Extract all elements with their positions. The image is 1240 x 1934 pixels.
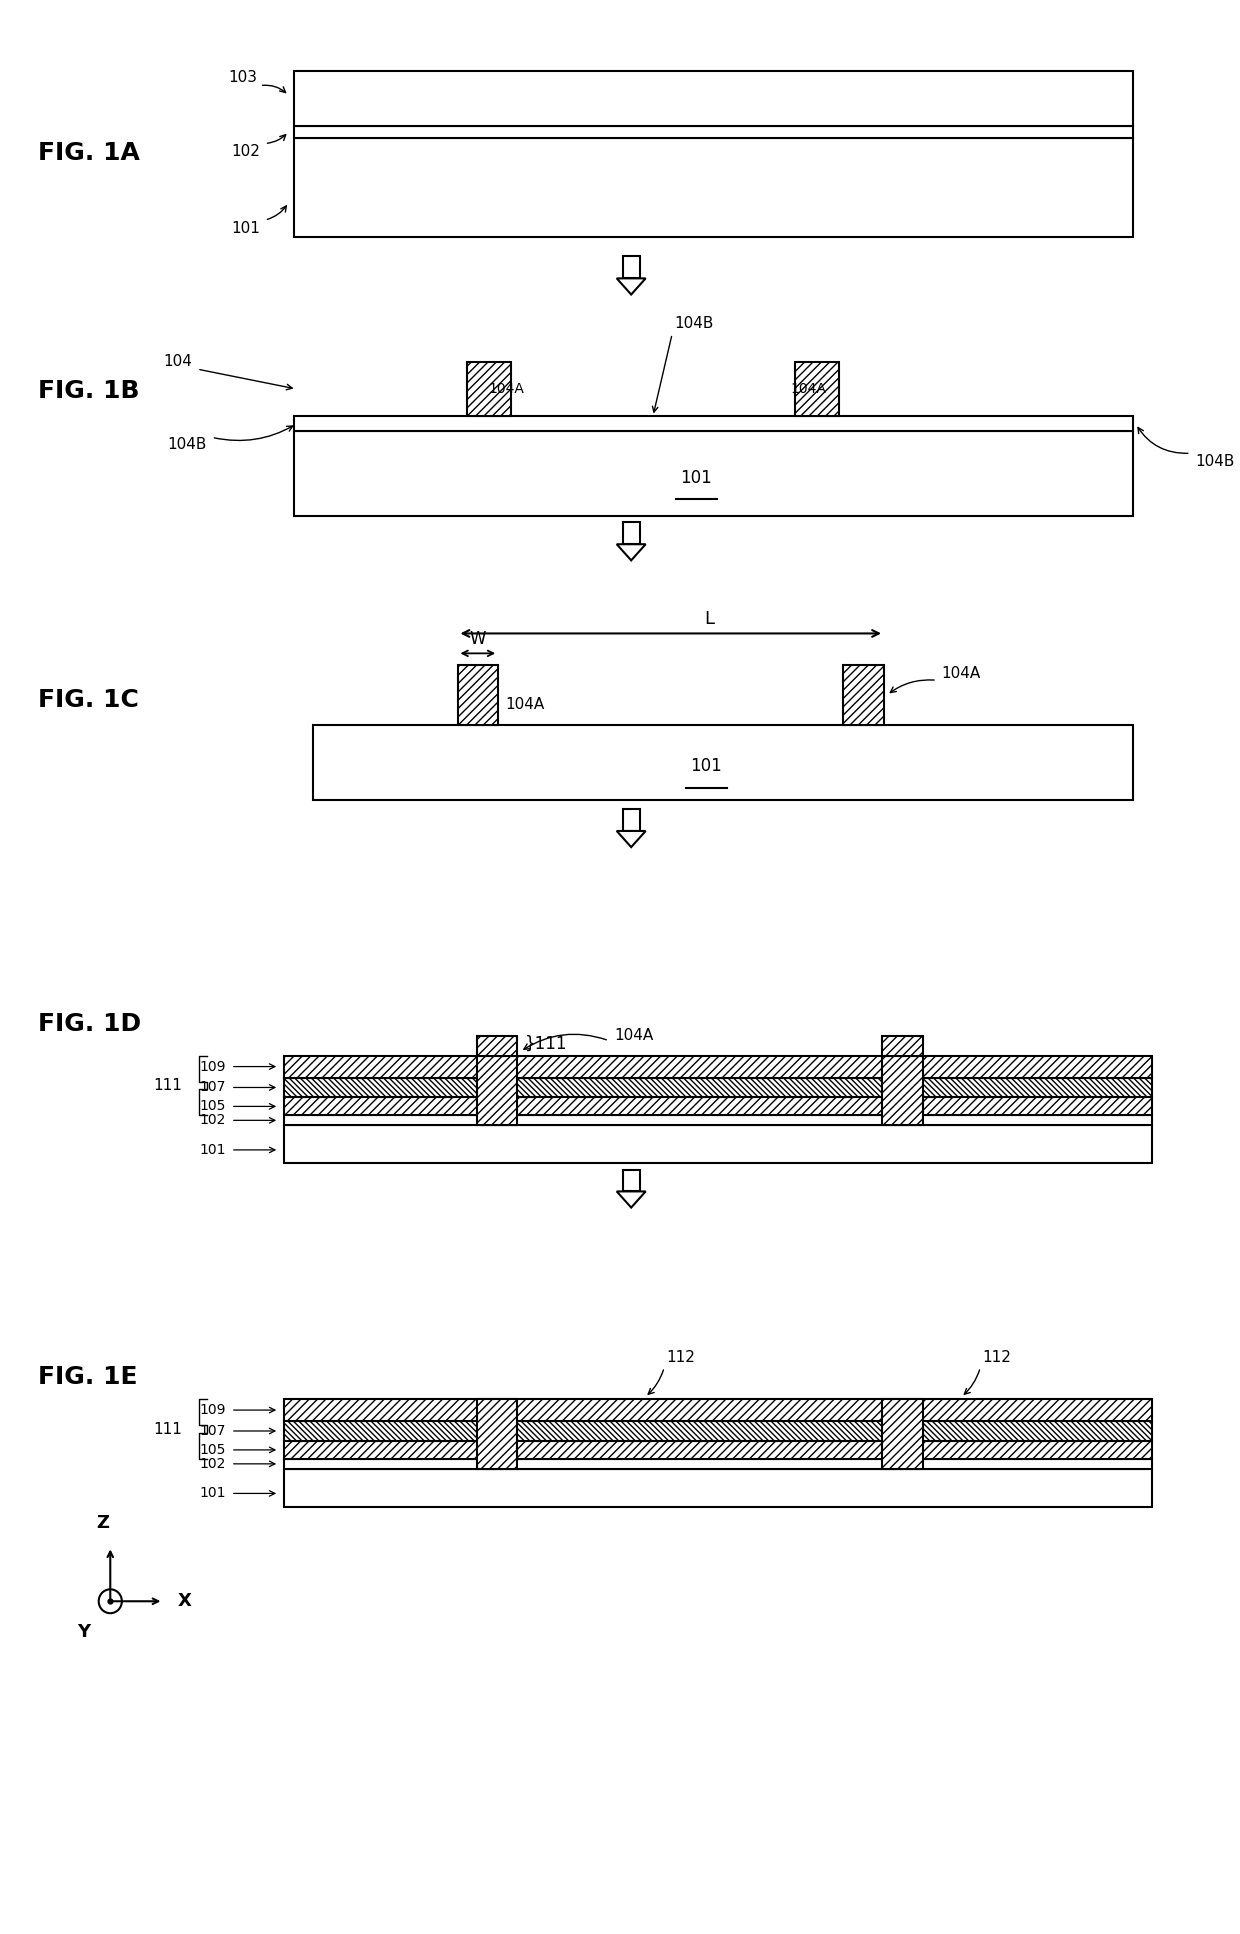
Text: 103: 103 — [228, 70, 257, 85]
Text: W: W — [470, 630, 486, 648]
Text: 102: 102 — [200, 1456, 226, 1472]
Polygon shape — [616, 278, 646, 294]
Text: L: L — [704, 611, 714, 629]
Text: 102: 102 — [231, 143, 260, 159]
Text: 107: 107 — [200, 1081, 226, 1095]
Bar — [622, 1170, 640, 1191]
Bar — [284, 1097, 1152, 1116]
Text: 111: 111 — [154, 1077, 182, 1093]
Polygon shape — [616, 1191, 646, 1207]
Text: 107: 107 — [200, 1423, 226, 1439]
Bar — [284, 1398, 1152, 1421]
Text: 104A: 104A — [489, 383, 525, 396]
Bar — [294, 126, 1133, 137]
Polygon shape — [616, 543, 646, 561]
Bar — [294, 431, 1133, 516]
Bar — [467, 362, 511, 416]
Bar — [622, 257, 640, 278]
Bar — [458, 665, 498, 725]
Bar — [284, 1077, 1152, 1097]
Text: 112: 112 — [666, 1350, 696, 1365]
Bar — [477, 1056, 517, 1126]
Text: Y: Y — [77, 1623, 89, 1642]
Text: 104B: 104B — [675, 317, 713, 331]
Text: X: X — [177, 1592, 192, 1611]
Text: 102: 102 — [200, 1114, 226, 1128]
Bar — [882, 1056, 923, 1126]
Text: 111: 111 — [154, 1421, 182, 1437]
Text: 104A: 104A — [506, 696, 546, 712]
Bar — [284, 1116, 1152, 1126]
Text: FIG. 1E: FIG. 1E — [38, 1365, 138, 1389]
Bar — [477, 1037, 517, 1056]
Bar — [843, 665, 884, 725]
Text: 101: 101 — [200, 1487, 226, 1501]
Bar — [284, 1056, 1152, 1077]
Text: 104B: 104B — [1195, 454, 1235, 468]
Text: Z: Z — [97, 1514, 109, 1532]
Bar — [284, 1421, 1152, 1441]
Text: 112: 112 — [982, 1350, 1011, 1365]
Text: 104A: 104A — [942, 665, 981, 681]
Text: FIG. 1D: FIG. 1D — [38, 1011, 141, 1037]
Bar — [477, 1398, 517, 1468]
Text: 109: 109 — [200, 1402, 226, 1418]
Bar — [622, 522, 640, 543]
Text: 101: 101 — [681, 468, 712, 487]
Text: }111: }111 — [525, 1035, 568, 1052]
Text: 104A: 104A — [614, 1029, 653, 1042]
Text: 105: 105 — [200, 1443, 226, 1456]
Text: 104A: 104A — [791, 383, 827, 396]
Bar — [294, 72, 1133, 126]
Polygon shape — [616, 832, 646, 847]
Text: FIG. 1A: FIG. 1A — [38, 141, 140, 164]
Text: 109: 109 — [200, 1060, 226, 1073]
Text: FIG. 1C: FIG. 1C — [38, 689, 139, 712]
Bar — [312, 725, 1133, 801]
Bar — [882, 1398, 923, 1468]
Bar — [284, 1441, 1152, 1458]
Text: 101: 101 — [200, 1143, 226, 1157]
Bar — [294, 416, 1133, 431]
Bar — [284, 1126, 1152, 1162]
Text: FIG. 1B: FIG. 1B — [38, 379, 139, 404]
Text: 101: 101 — [231, 220, 260, 236]
Text: 105: 105 — [200, 1099, 226, 1114]
Bar — [294, 137, 1133, 238]
Bar — [795, 362, 838, 416]
Bar — [882, 1037, 923, 1056]
Text: 104: 104 — [164, 354, 192, 369]
Text: 104B: 104B — [167, 437, 207, 453]
Text: 101: 101 — [691, 756, 723, 776]
Bar — [284, 1458, 1152, 1468]
Bar — [622, 808, 640, 832]
Bar — [284, 1468, 1152, 1507]
